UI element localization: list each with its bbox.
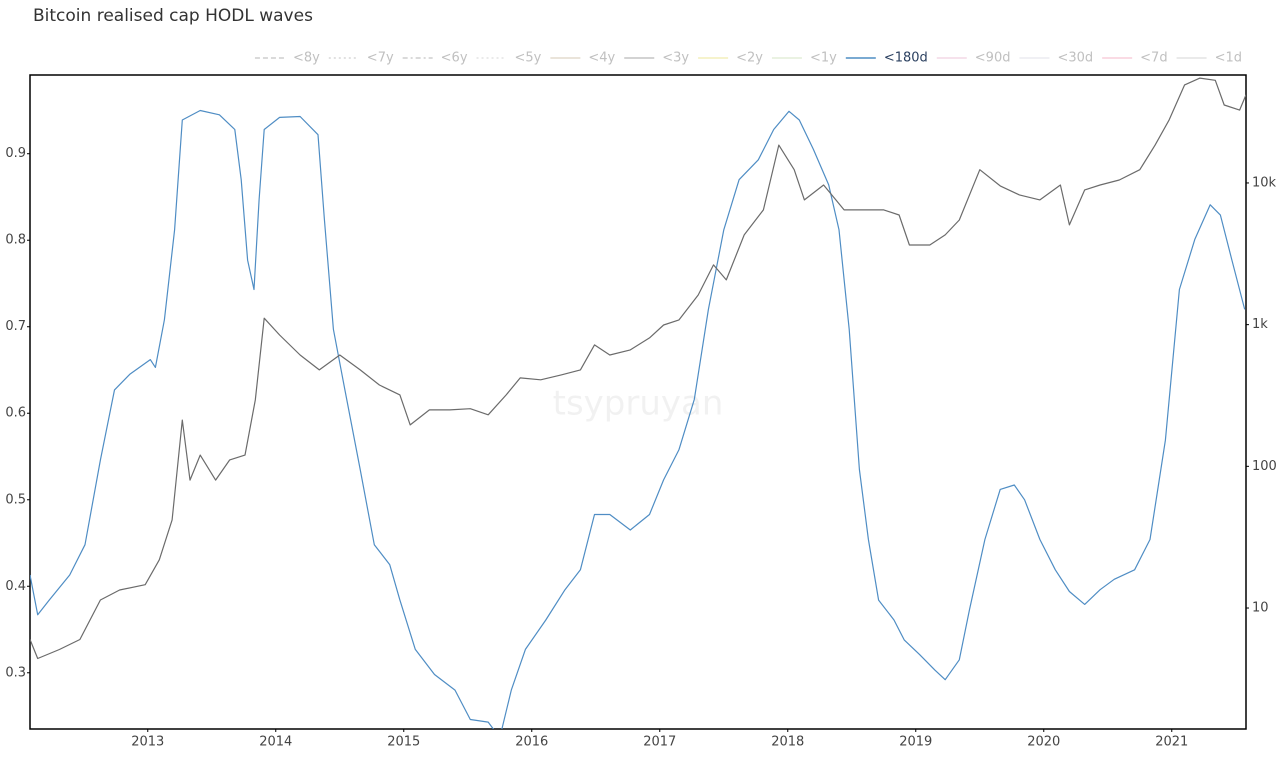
x-tick-label: 2018 (771, 735, 804, 750)
legend-label: <7y (367, 51, 394, 66)
legend-item[interactable]: <7d (1102, 51, 1168, 66)
legend-item[interactable]: <7y (328, 51, 394, 66)
legend-item[interactable]: <30d (1019, 51, 1093, 66)
y-tick-label: 0.7 (5, 319, 26, 334)
y2-tick-label: 10k (1252, 175, 1277, 190)
legend-label: <1d (1215, 51, 1242, 66)
legend-item[interactable]: <90d (936, 51, 1011, 66)
series-line (30, 109, 1246, 729)
x-tick-label: 2015 (387, 735, 420, 750)
y2-tick-label: 10 (1252, 601, 1269, 616)
legend-label: <8y (293, 51, 320, 66)
legend-label: <90d (975, 51, 1011, 66)
plot-area (30, 77, 1246, 729)
legend-label: <5y (515, 51, 542, 66)
legend-item[interactable]: <1y (771, 51, 837, 66)
x-tick-label: 2016 (515, 735, 548, 750)
legend-item[interactable]: <2y (698, 51, 763, 66)
x-tick-label: 2017 (643, 735, 676, 750)
legend-label: <1y (810, 51, 837, 66)
legend-item[interactable]: <5y (476, 51, 542, 66)
legend-label: <7d (1140, 51, 1167, 66)
y-tick-label: 0.5 (5, 492, 26, 507)
y2-tick-label: 100 (1252, 459, 1277, 474)
x-tick-label: 2021 (1155, 735, 1188, 750)
y-tick-label: 0.4 (5, 579, 26, 594)
legend-label: <30d (1057, 51, 1093, 66)
legend-item[interactable]: <6y (402, 51, 468, 66)
legend-item[interactable]: <4y (550, 51, 616, 66)
legend-item[interactable]: <8y (254, 51, 320, 66)
x-tick-label: 2014 (259, 735, 292, 750)
x-tick-label: 2013 (131, 735, 164, 750)
legend-label: <6y (441, 51, 468, 66)
x-tick-label: 2019 (899, 735, 932, 750)
y-tick-label: 0.8 (5, 233, 26, 248)
y-tick-label: 0.9 (5, 146, 26, 161)
watermark: tsypruyan (553, 384, 724, 424)
legend-item[interactable]: <1d (1176, 51, 1242, 66)
legend-label: <2y (736, 51, 763, 66)
legend-item[interactable]: <3y (624, 51, 689, 66)
y2-tick-label: 1k (1252, 317, 1268, 332)
y-tick-label: 0.6 (5, 406, 26, 421)
chart-title: Bitcoin realised cap HODL waves (33, 6, 313, 26)
x-tick-label: 2020 (1027, 735, 1060, 750)
plot-frame (29, 74, 1247, 730)
legend-item[interactable]: <180d (845, 51, 928, 66)
legend-label: <4y (588, 51, 615, 66)
y-tick-label: 0.3 (5, 665, 26, 680)
legend-label: <3y (662, 51, 689, 66)
legend-label: <180d (884, 51, 928, 66)
series-line (30, 77, 1246, 660)
